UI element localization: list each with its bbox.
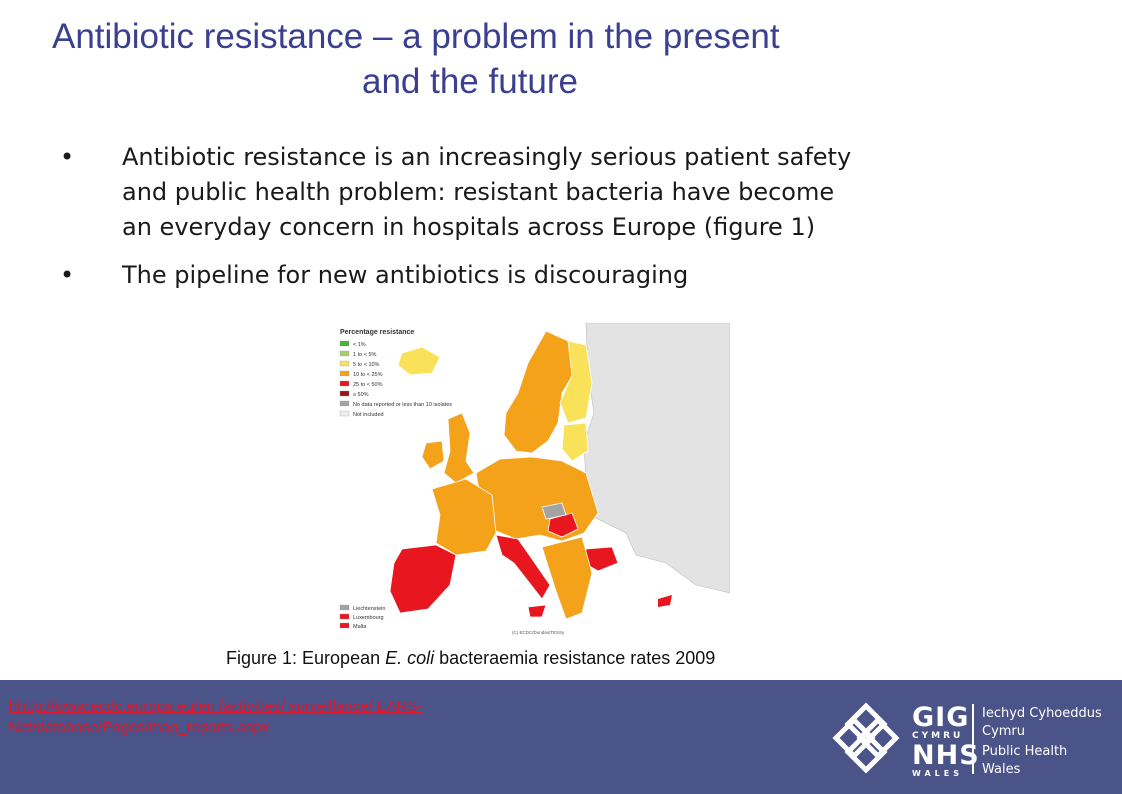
bullet-marker: •	[60, 261, 75, 289]
figure-caption: Figure 1: European E. coli bacteraemia r…	[226, 648, 715, 669]
small-state-label: Luxembourg	[353, 615, 384, 621]
bullet-text: The pipeline for new antibiotics is disc…	[122, 258, 1082, 293]
bullet-marker: •	[60, 143, 75, 171]
legend-swatch	[339, 370, 350, 377]
legend-label: 25 to < 50%	[353, 382, 383, 388]
small-state-label: Liechtenstein	[353, 606, 385, 612]
small-state-swatch	[339, 622, 350, 629]
europe-resistance-map: Percentage resistance < 1% 1 to < 5% 5 to …	[336, 323, 730, 637]
legend-title: Percentage resistance	[340, 329, 414, 336]
small-states-legend: Liechtenstein Luxembourg Malta	[339, 604, 385, 630]
celtic-knot-icon	[832, 702, 900, 774]
legend-label: ≥ 50%	[353, 392, 369, 398]
public-health-wales-logo: GIG CYMRU NHS WALES Iechyd Cyhoeddus Cym…	[828, 698, 1102, 778]
bullet-line: an everyday concern in hospitals across …	[122, 213, 816, 241]
small-state-swatch	[339, 613, 350, 620]
bullet-line: Antibiotic resistance is an increasingly…	[122, 143, 852, 171]
map-copyright: (C) ECDC/Dundas/TESSy	[512, 630, 565, 635]
logo-cymru: CYMRU	[912, 731, 964, 741]
bullet-line: and public health problem: resistant bac…	[122, 178, 835, 206]
link-line-1[interactable]: hhttp://www.ecdc.europa.eu/en /activitie…	[9, 698, 423, 715]
logo-nhs: NHS	[912, 740, 980, 771]
legend-swatch	[339, 390, 350, 397]
logo-wales: WALES	[912, 769, 963, 778]
legend-swatch	[339, 380, 350, 387]
legend-label: Not included	[353, 412, 384, 418]
bullet-line: The pipeline for new antibiotics is disc…	[122, 261, 689, 289]
logo-org-line-3: Public Health	[982, 744, 1068, 759]
legend-label: No data reported or less than 10 isolate…	[353, 402, 452, 408]
caption-prefix: Figure 1: European	[226, 648, 386, 668]
bullet-text: Antibiotic resistance is an increasingly…	[122, 140, 1082, 245]
logo-org-line-2: Cymru	[982, 724, 1026, 739]
logo-org-line-1: Iechyd Cyhoeddus	[982, 706, 1102, 721]
link-line-2[interactable]: Net/database/Pages/map_reports.aspx	[9, 719, 270, 736]
footer-bar: hhttp://www.ecdc.europa.eu/en /activitie…	[0, 680, 1122, 794]
legend-swatch	[339, 360, 350, 367]
legend-label: < 1%	[353, 342, 366, 348]
map-legend: < 1% 1 to < 5% 5 to < 10% 10 to < 25% 25 to …	[339, 340, 452, 418]
legend-swatch	[339, 340, 350, 347]
legend-label: 10 to < 25%	[353, 372, 383, 378]
logo-gig: GIG	[912, 702, 970, 733]
logo-org-line-4: Wales	[982, 762, 1021, 777]
caption-suffix: bacteraemia resistance rates 2009	[434, 648, 716, 668]
legend-swatch	[339, 410, 350, 417]
legend-swatch	[339, 400, 350, 407]
logo-divider	[972, 704, 974, 774]
small-state-label: Malta	[353, 624, 367, 630]
title-line-1: Antibiotic resistance – a problem in the…	[52, 17, 780, 56]
small-state-swatch	[339, 604, 350, 611]
source-link[interactable]: hhttp://www.ecdc.europa.eu/en /activitie…	[9, 696, 629, 738]
legend-swatch	[339, 350, 350, 357]
title-line-2: and the future	[362, 62, 578, 101]
caption-italic: E. coli	[385, 648, 435, 668]
legend-label: 5 to < 10%	[353, 362, 380, 368]
legend-label: 1 to < 5%	[353, 352, 377, 358]
